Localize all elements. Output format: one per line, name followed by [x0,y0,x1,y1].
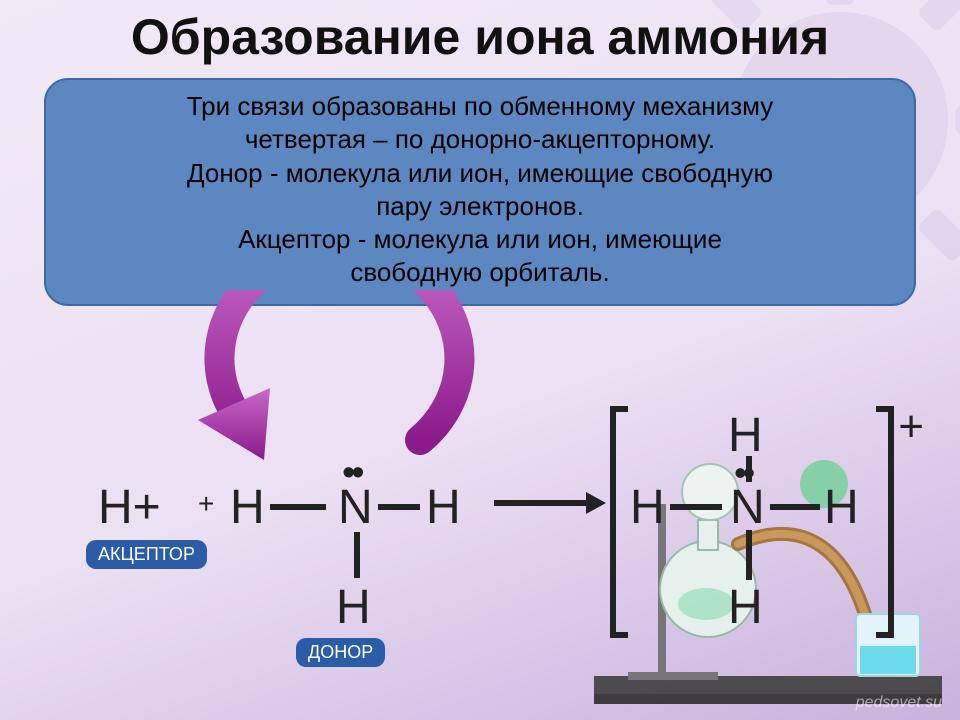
explain-line: Акцептор - молекула или ион, имеющие [74,223,886,256]
bond [670,504,722,510]
explanation-callout: Три связи образованы по обменному механи… [44,78,916,306]
explain-line: пару электронов. [74,190,886,223]
bond [354,532,360,578]
bond [746,456,752,482]
atom-H: H [728,580,763,635]
bond [746,530,752,580]
atom-N: N [338,480,373,535]
donor-badge: ДОНОР [296,638,385,667]
atom-H: H [824,480,859,535]
watermark: pedsovet.su [856,694,942,712]
reaction-arrow-icon [494,500,604,510]
nh4-ion: + H •• H N H H [610,408,910,668]
h-plus-ion: H+ [98,480,161,535]
explain-line: Три связи образованы по обменному механи… [74,90,886,123]
explain-line: свободную орбиталь. [74,256,886,289]
bracket-right [876,406,894,638]
bond [770,504,820,510]
atom-H: H [426,480,461,535]
acceptor-badge: АКЦЕПТОР [86,540,207,569]
explain-line: Донор - молекула или ион, имеющие свобод… [74,157,886,190]
nh3-molecule: •• H N H H [230,480,490,660]
plus-sign: + [198,488,214,520]
explain-line: четвертая – по донорно-акцепторному. [74,123,886,156]
bond [270,504,326,510]
ion-charge-plus: + [898,402,924,452]
bond [378,504,420,510]
page-title: Образование иона аммония [0,8,960,66]
atom-N: N [730,480,765,535]
atom-H: H [336,580,371,635]
slide: Образование иона аммония Три связи образ… [0,0,960,720]
bracket-left [610,406,628,638]
atom-H: H [630,480,665,535]
atom-H: H [230,480,265,535]
formula-area: H+ + •• H N H H + H •• H N H [0,420,960,700]
